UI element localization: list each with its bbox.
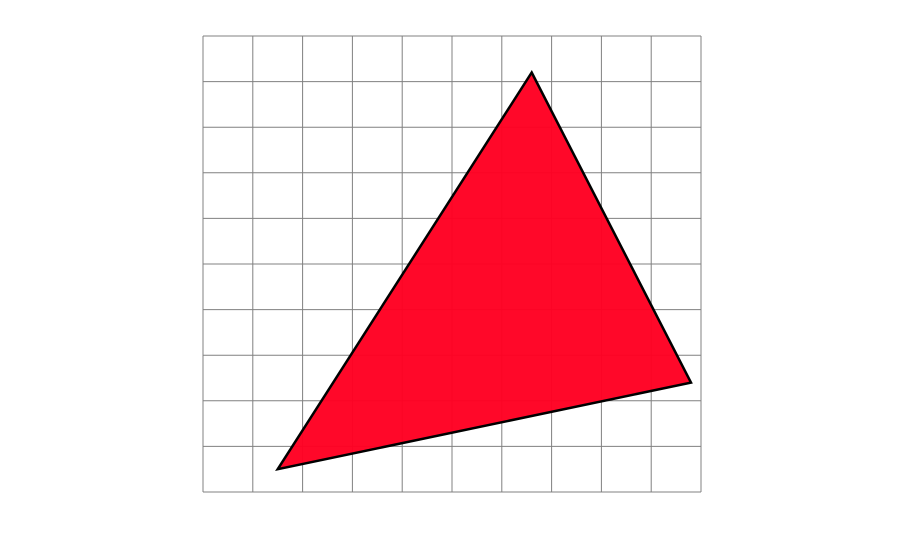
red-triangle <box>275 69 693 472</box>
